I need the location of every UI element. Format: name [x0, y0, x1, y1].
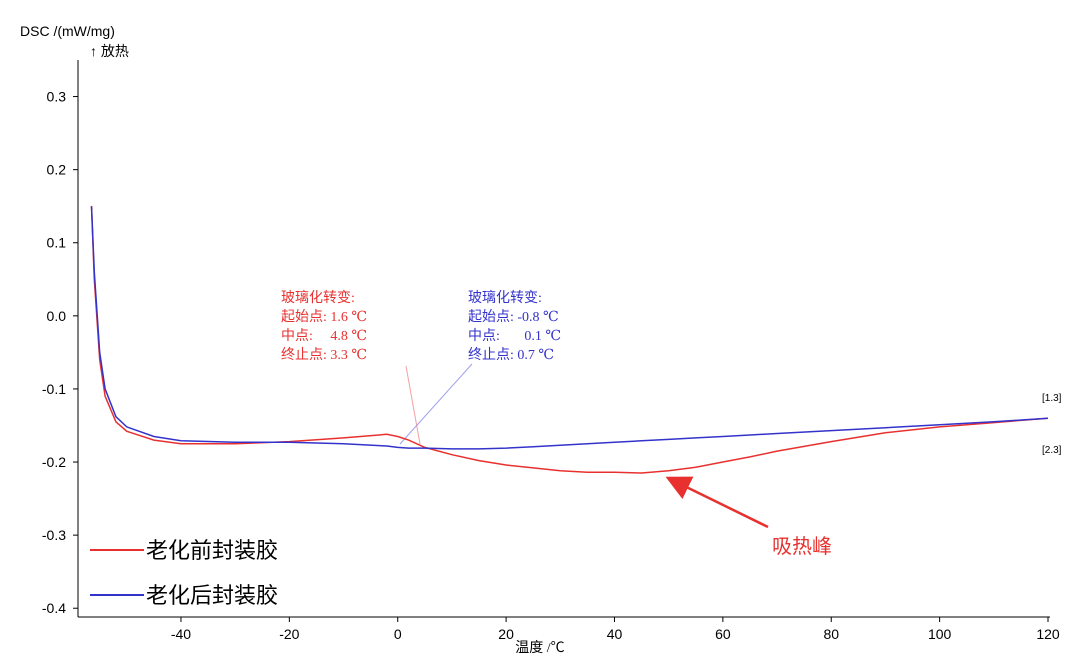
annotation-line: 终止点: 3.3 ℃	[281, 347, 367, 363]
leader-line	[399, 363, 473, 445]
peak-arrow	[665, 476, 769, 529]
y-axis-note: ↑ 放热	[90, 43, 129, 59]
x-tick-label: 20	[498, 626, 514, 642]
y-tick-label: -0.2	[42, 454, 66, 470]
x-tick-label: -20	[279, 626, 299, 642]
x-tick-label: 40	[607, 626, 623, 642]
legend-label: 老化后封装胶	[146, 583, 278, 608]
end-label: [2.3]	[1042, 445, 1062, 456]
peak-label: 吸热峰	[772, 535, 832, 558]
x-tick-label: 120	[1036, 626, 1060, 642]
x-tick-label: 80	[823, 626, 839, 642]
x-tick-label: 60	[715, 626, 731, 642]
y-tick-label: -0.3	[42, 527, 66, 543]
end-label: [1.3]	[1042, 393, 1062, 404]
series-line	[90, 206, 1049, 474]
series-line	[90, 206, 1049, 450]
x-tick-label: 100	[928, 626, 952, 642]
annotation-line: 起始点: 1.6 ℃	[281, 309, 367, 325]
y-tick-label: -0.4	[42, 600, 66, 616]
annotation-line: 玻璃化转变:	[281, 289, 355, 306]
y-tick-label: 0.2	[47, 162, 67, 178]
x-tick-label: 0	[394, 626, 402, 642]
y-tick-label: 0.3	[47, 89, 67, 105]
x-tick-label: -40	[171, 626, 191, 642]
y-axis-label: DSC /(mW/mg)	[20, 23, 115, 39]
leader-line	[405, 365, 421, 445]
blue-annotation: 玻璃化转变: 起始点: -0.8 ℃ 中点: 0.1 ℃ 终止点: 0.7 ℃	[399, 289, 561, 445]
legend-label: 老化前封装胶	[146, 538, 278, 563]
annotation-line: 玻璃化转变:	[468, 289, 542, 306]
x-axis-label: 温度 /℃	[515, 640, 564, 655]
y-tick-label: 0.1	[47, 235, 67, 251]
y-tick-label: -0.1	[42, 381, 66, 397]
annotation-line: 中点: 0.1 ℃	[468, 328, 561, 344]
red-annotation: 玻璃化转变: 起始点: 1.6 ℃ 中点: 4.8 ℃ 终止点: 3.3 ℃	[281, 289, 421, 445]
annotation-line: 中点: 4.8 ℃	[281, 328, 367, 344]
annotation-line: 终止点: 0.7 ℃	[468, 347, 554, 363]
annotation-line: 起始点: -0.8 ℃	[468, 309, 559, 325]
y-tick-label: 0.0	[47, 308, 67, 324]
